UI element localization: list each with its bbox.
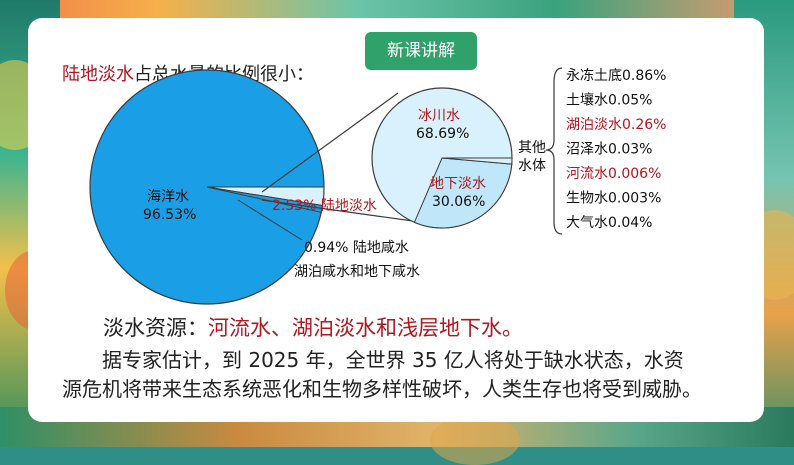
connector-line-lower — [261, 199, 421, 223]
label-other-line1: 其他 — [518, 140, 546, 156]
pie-slice-groundwater — [413, 157, 513, 229]
water-distribution-diagram: 海洋水 96.53% 2.53% 陆地淡水 0.94% 陆地咸水 湖泊咸水和地下… — [89, 67, 666, 305]
brace-other-water — [545, 67, 563, 235]
freshwater-resources-line: 淡水资源：河流水、湖泊淡水和浅层地下水。 — [103, 312, 523, 342]
label-glacier-percent: 68.69% — [416, 126, 469, 142]
expert-estimate-paragraph: 据专家估计，到 2025 年，全世界 35 亿人将处于缺水状态，水资 源危机将带… — [62, 346, 782, 404]
resource-highlight: 河流水、湖泊淡水和浅层地下水。 — [208, 316, 523, 340]
other-water-item: 生物水0.003% — [566, 191, 661, 207]
label-glacier: 冰川水 — [418, 108, 460, 124]
other-water-item: 永冻土底0.86% — [566, 67, 666, 84]
pie-slice-other-water — [441, 157, 513, 165]
leader-line-saline — [237, 199, 303, 241]
other-water-list: 永冻土底0.86% 土壤水0.05% 湖泊淡水0.26% 沼泽水0.03% 河流水0.0… — [566, 67, 666, 231]
other-water-item: 河流水0.006% — [566, 166, 661, 182]
connector-line-upper — [261, 92, 399, 193]
paragraph-line-2: 源危机将带来生态系统恶化和生物多样性破坏，人类生存也将受到威胁。 — [62, 377, 702, 401]
label-ocean-percent: 96.53% — [143, 207, 196, 223]
label-groundwater: 地下淡水 — [430, 176, 486, 192]
label-fresh-water: 2.53% 陆地淡水 — [272, 198, 377, 214]
label-saline-line1: 0.94% 陆地咸水 — [304, 240, 409, 256]
other-water-item: 大气水0.04% — [566, 215, 652, 231]
other-water-item: 湖泊淡水0.26% — [566, 117, 666, 133]
resource-prefix: 淡水资源： — [103, 316, 208, 340]
label-groundwater-percent: 30.06% — [432, 194, 485, 210]
label-saline-line2: 湖泊咸水和地下咸水 — [294, 264, 420, 280]
label-ocean: 海洋水 — [147, 189, 189, 205]
paragraph-line-1: 据专家估计，到 2025 年，全世界 35 亿人将处于缺水状态，水资 — [102, 348, 684, 372]
label-other-line2: 水体 — [518, 158, 546, 174]
heading-highlight: 陆地淡水 — [62, 64, 134, 85]
other-water-item: 沼泽水0.03% — [566, 142, 652, 158]
other-water-item: 土壤水0.05% — [566, 92, 652, 109]
lesson-tag: 新课讲解 — [365, 32, 477, 70]
